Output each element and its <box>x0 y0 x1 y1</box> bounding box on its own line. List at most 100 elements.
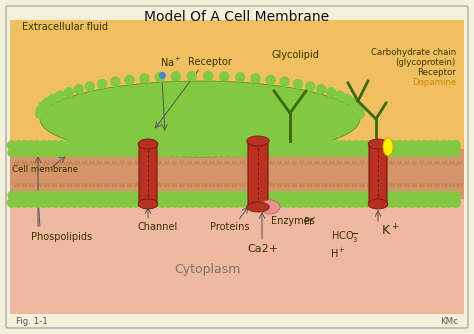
Circle shape <box>145 191 154 200</box>
Circle shape <box>445 148 454 157</box>
Circle shape <box>338 140 348 151</box>
Circle shape <box>414 191 423 200</box>
Circle shape <box>64 191 73 200</box>
Circle shape <box>432 148 442 157</box>
Circle shape <box>70 148 79 157</box>
Circle shape <box>238 148 248 157</box>
FancyBboxPatch shape <box>248 139 268 209</box>
Circle shape <box>163 197 173 208</box>
Circle shape <box>126 140 136 151</box>
Ellipse shape <box>368 199 388 209</box>
Circle shape <box>151 140 161 151</box>
Circle shape <box>38 197 48 208</box>
Circle shape <box>238 197 248 208</box>
Circle shape <box>207 197 217 208</box>
Circle shape <box>187 71 197 81</box>
Text: Cell membrane: Cell membrane <box>12 165 78 173</box>
Circle shape <box>171 71 181 81</box>
Circle shape <box>332 148 342 157</box>
Circle shape <box>7 140 17 151</box>
Circle shape <box>307 140 317 151</box>
Circle shape <box>394 140 405 151</box>
Circle shape <box>307 191 317 200</box>
Circle shape <box>382 197 392 208</box>
Circle shape <box>332 191 342 200</box>
Circle shape <box>238 191 248 200</box>
Circle shape <box>370 191 379 200</box>
Circle shape <box>63 140 73 151</box>
Circle shape <box>444 140 455 151</box>
Circle shape <box>332 140 342 151</box>
Circle shape <box>63 197 73 208</box>
Circle shape <box>432 197 442 208</box>
Circle shape <box>307 148 317 157</box>
Circle shape <box>44 140 55 151</box>
Circle shape <box>113 197 123 208</box>
Circle shape <box>316 84 327 95</box>
Circle shape <box>220 148 229 157</box>
Circle shape <box>307 197 317 208</box>
Circle shape <box>132 148 142 157</box>
Circle shape <box>13 197 23 208</box>
Circle shape <box>107 148 117 157</box>
Circle shape <box>257 140 267 151</box>
Circle shape <box>407 191 417 200</box>
Circle shape <box>151 148 160 157</box>
Circle shape <box>357 191 367 200</box>
Circle shape <box>313 140 323 151</box>
Circle shape <box>401 191 410 200</box>
Circle shape <box>14 148 23 157</box>
Circle shape <box>145 148 154 157</box>
Circle shape <box>250 73 261 84</box>
Circle shape <box>169 197 180 208</box>
Circle shape <box>7 197 17 208</box>
Circle shape <box>26 148 36 157</box>
Circle shape <box>301 191 310 200</box>
Circle shape <box>283 148 292 157</box>
Circle shape <box>69 140 80 151</box>
Text: H$^+$: H$^+$ <box>330 246 346 260</box>
Circle shape <box>251 148 260 157</box>
Circle shape <box>114 191 123 200</box>
Circle shape <box>45 148 54 157</box>
Circle shape <box>235 72 246 82</box>
Circle shape <box>51 140 61 151</box>
Circle shape <box>26 191 36 200</box>
Circle shape <box>265 75 276 85</box>
Circle shape <box>269 197 280 208</box>
Circle shape <box>64 148 73 157</box>
Bar <box>10 149 464 199</box>
Circle shape <box>76 148 85 157</box>
Circle shape <box>138 197 148 208</box>
Ellipse shape <box>40 81 360 157</box>
Ellipse shape <box>247 136 269 146</box>
Circle shape <box>451 197 461 208</box>
Text: K$^+$: K$^+$ <box>381 223 399 239</box>
Circle shape <box>232 191 242 200</box>
Circle shape <box>138 140 148 151</box>
Circle shape <box>354 105 365 115</box>
Circle shape <box>419 140 430 151</box>
Circle shape <box>320 148 329 157</box>
Circle shape <box>426 191 436 200</box>
Circle shape <box>338 191 348 200</box>
Text: Glycolipid: Glycolipid <box>271 50 319 60</box>
Circle shape <box>445 191 454 200</box>
Circle shape <box>413 197 423 208</box>
Circle shape <box>301 140 311 151</box>
Circle shape <box>214 191 223 200</box>
Ellipse shape <box>368 139 388 149</box>
Circle shape <box>326 87 337 98</box>
Circle shape <box>382 140 392 151</box>
Circle shape <box>48 94 58 104</box>
Circle shape <box>69 197 80 208</box>
Circle shape <box>401 197 411 208</box>
Ellipse shape <box>138 139 158 149</box>
Circle shape <box>164 148 173 157</box>
Circle shape <box>32 191 42 200</box>
Circle shape <box>120 191 129 200</box>
Circle shape <box>276 191 285 200</box>
Circle shape <box>426 148 436 157</box>
Circle shape <box>132 191 142 200</box>
Circle shape <box>245 191 254 200</box>
